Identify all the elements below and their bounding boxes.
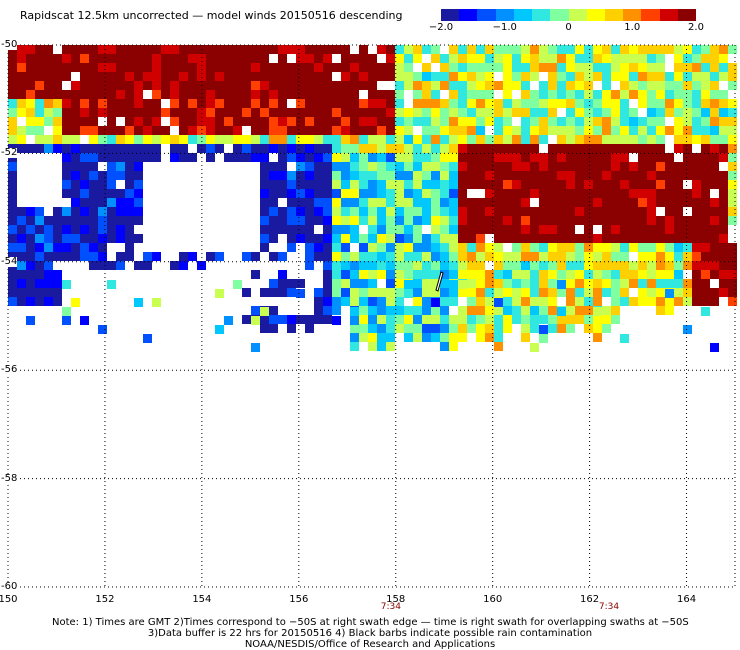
longitude-tick-label: 152	[95, 594, 115, 605]
latitude-tick-label: -58	[1, 472, 18, 484]
longitude-tick-label: 162	[580, 594, 600, 605]
rain-flag-barb	[435, 271, 444, 292]
latitude-tick-label: -54	[1, 255, 18, 267]
longitude-tick-label: 158	[386, 594, 406, 605]
colorbar-swatch	[623, 9, 642, 21]
colorbar-swatch	[641, 9, 660, 21]
colorbar-swatch	[604, 9, 624, 21]
latitude-tick-label: -60	[1, 581, 18, 592]
colorbar-swatch	[586, 9, 605, 21]
colorbar-tick-label: 2.0	[688, 22, 704, 33]
latitude-tick-label: -56	[1, 364, 18, 376]
colorbar-swatch	[441, 9, 460, 21]
colorbar-swatch	[477, 9, 496, 21]
wind-difference-map	[7, 44, 737, 588]
colorbar-tick-label: 1.0	[624, 22, 641, 33]
swath-time-label: 7:34	[380, 602, 401, 612]
latitude-tick-label: -52	[1, 147, 18, 159]
latitude-tick-label: -50	[1, 39, 18, 50]
longitude-tick-label: 156	[289, 594, 309, 605]
map-title: Rapidscat 12.5km uncorrected — model win…	[20, 9, 403, 22]
colorbar-swatch	[513, 9, 533, 21]
colorbar-tick-label: 0	[565, 22, 572, 33]
colorbar-swatch	[550, 9, 569, 21]
longitude-tick-label: 150	[0, 594, 18, 605]
colorbar	[441, 9, 697, 21]
note-line-2: 3)Data buffer is 22 hrs for 20150516 4) …	[147, 628, 593, 639]
wind-difference-cells	[8, 45, 737, 352]
colorbar-swatch	[568, 9, 587, 21]
colorbar-swatch	[532, 9, 551, 21]
colorbar-swatch	[677, 9, 697, 21]
longitude-tick-label: 164	[676, 594, 697, 605]
colorbar-tick-label: −2.0	[428, 22, 454, 33]
longitude-tick-label: 154	[192, 594, 212, 605]
longitude-tick-label: 160	[483, 594, 503, 605]
note-line-1: Note: 1) Times are GMT 2)Times correspon…	[52, 617, 689, 628]
swath-time-label: 7:34	[598, 602, 620, 612]
note-line-3: NOAA/NESDIS/Office of Research and Appli…	[244, 639, 496, 650]
colorbar-swatch	[495, 9, 514, 21]
colorbar-swatch	[459, 9, 478, 21]
colorbar-tick-label: −1.0	[492, 22, 517, 33]
colorbar-swatch	[659, 9, 678, 21]
